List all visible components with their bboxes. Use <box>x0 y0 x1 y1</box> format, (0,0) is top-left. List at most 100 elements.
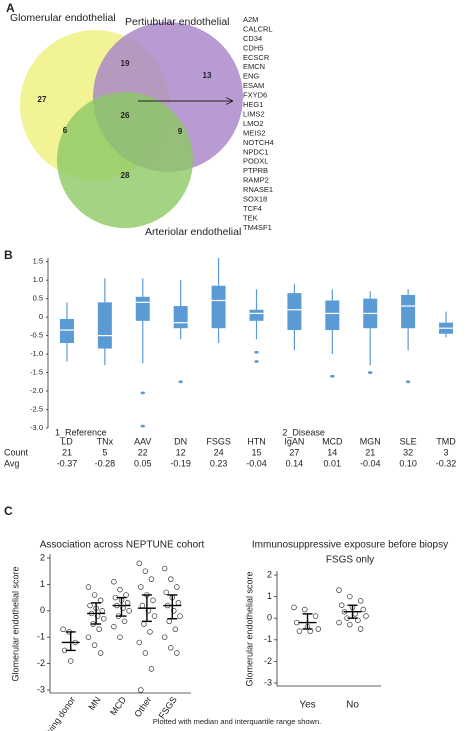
avg: 0.14 <box>286 458 304 468</box>
y-tick-label: 2 <box>40 552 45 562</box>
point <box>163 589 169 596</box>
y-tick-label: -1 <box>264 634 272 644</box>
count: 24 <box>214 447 224 457</box>
panel-label: A <box>6 1 15 15</box>
row-label: Count <box>4 447 29 457</box>
gene: RAMP2 <box>243 176 269 185</box>
row-label: Avg <box>4 458 19 468</box>
count: 5 <box>102 447 107 457</box>
point <box>357 626 364 632</box>
region-count: 26 <box>121 111 130 120</box>
point <box>363 613 369 619</box>
point <box>347 593 353 600</box>
chart-title: Immunosuppressive exposure before biopsy <box>252 540 448 551</box>
category: TNx <box>97 436 114 446</box>
box <box>249 309 264 321</box>
outlier <box>140 424 145 428</box>
box <box>173 306 188 329</box>
avg: 0.23 <box>210 458 228 468</box>
point <box>347 621 353 628</box>
y-tick-label: -2 <box>264 656 272 666</box>
point <box>124 600 131 606</box>
set-label: Pertiubular endothelial <box>125 16 230 28</box>
avg: -0.19 <box>170 458 191 468</box>
region-count: 9 <box>178 127 183 136</box>
point <box>142 568 149 574</box>
set-label: Arteriolar endothelial <box>145 226 241 238</box>
point <box>100 615 107 622</box>
point <box>148 576 155 582</box>
gene: CD34 <box>243 34 262 43</box>
x-tick-label: Living donor <box>41 695 77 731</box>
point <box>315 626 322 632</box>
point <box>312 613 319 619</box>
point <box>177 613 183 619</box>
point <box>126 608 132 614</box>
point <box>97 597 104 603</box>
gene: LIMS2 <box>243 109 265 118</box>
x-tick-label: No <box>346 700 359 711</box>
point <box>161 565 168 572</box>
category: AAV <box>134 436 151 446</box>
y-tick-label: 0 <box>40 605 45 615</box>
y-tick-label: -1.5 <box>30 368 43 377</box>
point <box>85 634 92 640</box>
chart-subtitle: FSGS only <box>326 555 374 566</box>
x-tick-label: Yes <box>299 700 315 711</box>
y-tick-label: 0 <box>39 312 43 321</box>
point <box>99 608 105 614</box>
region-count: 27 <box>38 95 47 104</box>
gene: FXYD6 <box>243 91 267 100</box>
footnote: Plotted with median and interquartile ra… <box>153 717 321 726</box>
outlier <box>254 350 259 354</box>
point <box>293 619 300 626</box>
group-label: 1_Reference <box>55 427 107 437</box>
gene: PTPRB <box>243 166 268 175</box>
point <box>117 586 123 593</box>
point <box>360 606 367 613</box>
count: 21 <box>365 447 375 457</box>
point <box>302 606 308 613</box>
gene: ECSCR <box>243 53 270 62</box>
category: TMD <box>436 436 456 446</box>
point <box>141 621 147 627</box>
gene: EMCN <box>243 62 265 71</box>
category: HTN <box>247 436 266 446</box>
point <box>97 650 104 656</box>
region-count: 19 <box>121 59 130 68</box>
point <box>139 602 146 609</box>
avg: 0.10 <box>399 458 417 468</box>
y-tick-label: -3 <box>37 684 45 694</box>
box <box>59 318 74 343</box>
point <box>171 608 177 614</box>
point <box>142 650 149 656</box>
y-tick-label: -0.5 <box>30 331 43 340</box>
y-tick-label: -2.0 <box>30 386 43 395</box>
y-tick-label: 1 <box>40 579 45 589</box>
point <box>291 604 297 611</box>
box <box>97 302 112 349</box>
avg: 0.01 <box>324 458 342 468</box>
y-tick-label: 1 <box>267 591 272 601</box>
y-tick-label: -1.0 <box>30 349 43 358</box>
point <box>150 597 156 603</box>
avg: -0.28 <box>95 458 116 468</box>
point <box>148 666 155 672</box>
axes <box>49 554 191 694</box>
point <box>168 645 174 651</box>
point <box>338 602 345 608</box>
point <box>123 592 129 598</box>
x-tick-label: MCD <box>108 694 128 717</box>
group-label: 2_Disease <box>282 427 325 437</box>
point <box>91 592 98 598</box>
gene: ENG <box>243 72 259 81</box>
point <box>136 639 143 646</box>
outlier <box>140 391 145 395</box>
point <box>121 618 128 625</box>
count: 3 <box>444 447 449 457</box>
count: 14 <box>327 447 337 457</box>
y-tick-label: -3 <box>264 677 272 687</box>
point <box>166 618 173 625</box>
count: 21 <box>62 447 72 457</box>
y-tick-label: 0.5 <box>33 294 43 303</box>
